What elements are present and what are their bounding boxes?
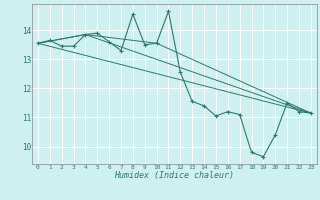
- X-axis label: Humidex (Indice chaleur): Humidex (Indice chaleur): [115, 171, 234, 180]
